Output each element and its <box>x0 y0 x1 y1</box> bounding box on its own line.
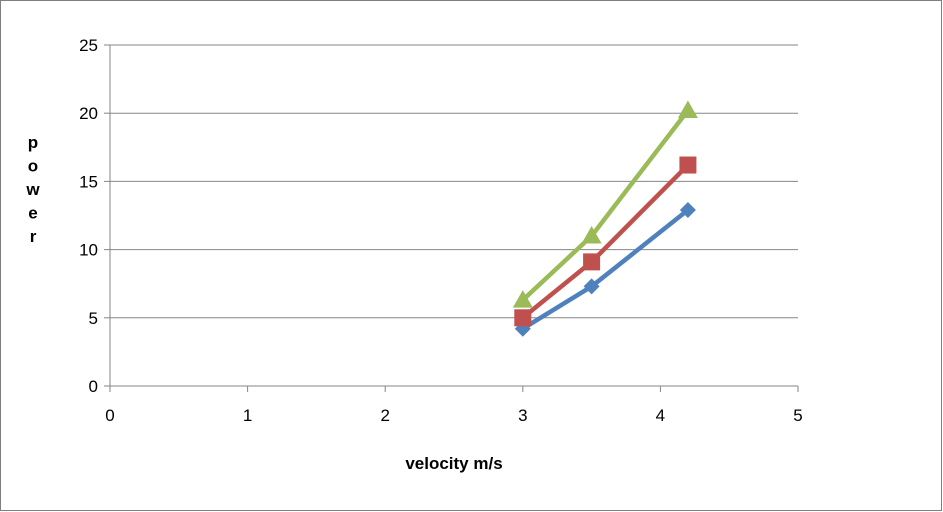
series-group <box>512 100 698 337</box>
x-tick-label-3: 3 <box>518 406 527 425</box>
x-tick-label-4: 4 <box>656 406 665 425</box>
series-2 <box>512 100 698 308</box>
tick-labels: 0 5 10 15 20 25 0 1 2 3 4 5 <box>79 36 803 425</box>
y-axis-title-letter-1: o <box>28 157 38 176</box>
data-point-1-2 <box>679 156 697 174</box>
y-axis-title-letter-3: e <box>28 204 37 223</box>
series-1 <box>514 156 697 327</box>
data-point-0-2 <box>679 202 696 219</box>
y-tick-label-1: 5 <box>89 309 98 328</box>
y-tick-label-4: 20 <box>79 104 98 123</box>
x-tick-label-2: 2 <box>380 406 389 425</box>
series-0 <box>514 202 696 337</box>
x-axis-title: velocity m/s <box>405 454 502 473</box>
data-point-1-0 <box>514 309 532 327</box>
data-point-2-2 <box>677 100 698 118</box>
x-tick-label-0: 0 <box>105 406 114 425</box>
y-axis-title-letter-4: r <box>30 227 37 246</box>
y-axis-title-letter-2: w <box>25 180 40 199</box>
y-axis-title-letter-0: p <box>28 133 38 152</box>
data-point-1-1 <box>583 253 601 271</box>
y-tick-label-0: 0 <box>89 377 98 396</box>
y-tick-label-5: 25 <box>79 36 98 55</box>
axes <box>104 44 799 392</box>
data-point-2-1 <box>581 225 602 244</box>
x-tick-label-1: 1 <box>243 406 252 425</box>
data-point-2-0 <box>512 290 533 308</box>
y-tick-label-2: 10 <box>79 241 98 260</box>
y-tick-label-3: 15 <box>79 172 98 191</box>
data-point-0-1 <box>583 278 600 295</box>
x-tick-label-5: 5 <box>793 406 802 425</box>
